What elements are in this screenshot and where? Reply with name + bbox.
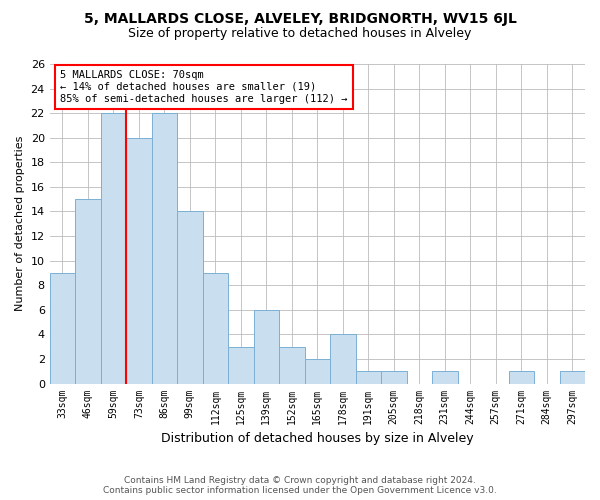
Bar [356,372,381,384]
Y-axis label: Number of detached properties: Number of detached properties [15,136,25,312]
Bar [509,372,534,384]
Bar [305,359,330,384]
Text: 5, MALLARDS CLOSE, ALVELEY, BRIDGNORTH, WV15 6JL: 5, MALLARDS CLOSE, ALVELEY, BRIDGNORTH, … [83,12,517,26]
Text: 5 MALLARDS CLOSE: 70sqm
← 14% of detached houses are smaller (19)
85% of semi-de: 5 MALLARDS CLOSE: 70sqm ← 14% of detache… [61,70,348,104]
Bar [228,346,254,384]
Bar [50,273,75,384]
Bar [432,372,458,384]
Bar [381,372,407,384]
Bar [203,273,228,384]
Bar [101,113,126,384]
Text: Size of property relative to detached houses in Alveley: Size of property relative to detached ho… [128,28,472,40]
Bar [254,310,279,384]
Bar [75,199,101,384]
X-axis label: Distribution of detached houses by size in Alveley: Distribution of detached houses by size … [161,432,473,445]
Bar [560,372,585,384]
Bar [177,212,203,384]
Bar [330,334,356,384]
Bar [152,113,177,384]
Bar [126,138,152,384]
Text: Contains HM Land Registry data © Crown copyright and database right 2024.
Contai: Contains HM Land Registry data © Crown c… [103,476,497,495]
Bar [279,346,305,384]
